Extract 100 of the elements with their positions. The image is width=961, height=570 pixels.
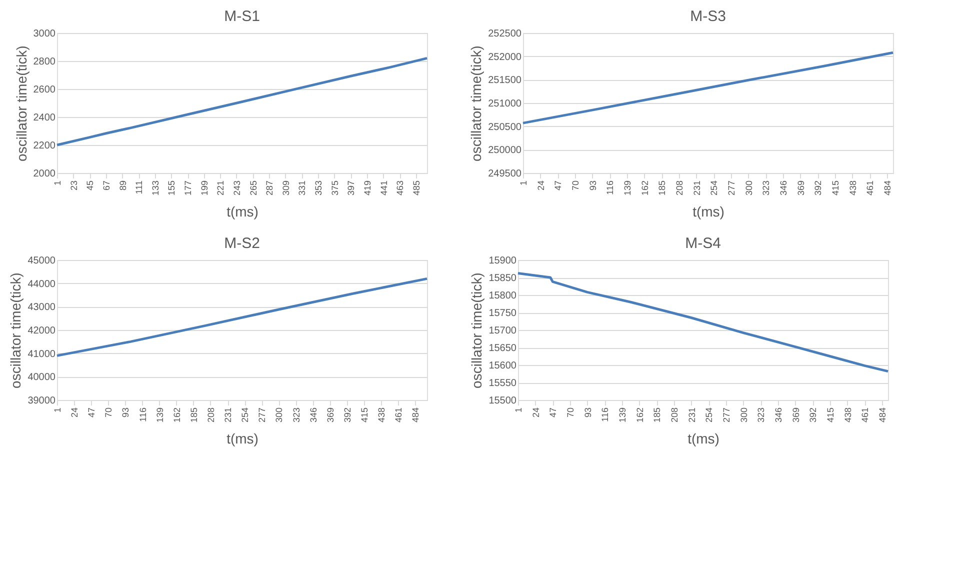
x-tick-label: 484 (877, 408, 888, 423)
x-tick-label: 231 (223, 408, 234, 423)
y-tick-label: 15800 (488, 290, 517, 302)
x-tick-label: 70 (565, 408, 576, 418)
x-tick-label: 300 (274, 408, 284, 423)
line-series (522, 51, 894, 124)
x-tick-label: 331 (297, 180, 308, 196)
x-tick-label: 392 (342, 408, 352, 423)
x-tick-label: 484 (882, 180, 892, 196)
x-tick-label: 438 (376, 408, 387, 423)
y-tick-label: 2400 (33, 112, 56, 124)
x-tick-label: 1 (518, 180, 528, 186)
x-tick-label: 346 (308, 408, 318, 423)
x-tick-label: 116 (138, 408, 148, 422)
x-tick-label: 309 (280, 180, 291, 196)
x-tick-label: 346 (778, 180, 788, 196)
line-series (516, 272, 890, 373)
x-tick-label: 243 (232, 180, 242, 196)
y-axis-title: oscillator time(tick) (468, 272, 485, 388)
x-tick-label: 111 (134, 180, 144, 194)
x-tick-label: 254 (240, 408, 250, 423)
y-tick-label: 42000 (28, 326, 56, 336)
chart-title: M-S2 (224, 235, 260, 252)
x-tick-label: 369 (796, 180, 806, 196)
x-tick-label: 93 (582, 408, 593, 418)
y-tick-label: 15900 (488, 256, 517, 266)
x-tick-label: 221 (216, 180, 226, 196)
x-tick-label: 185 (188, 408, 199, 423)
x-tick-label: 415 (359, 408, 370, 423)
y-tick-label: 2000 (33, 168, 56, 180)
x-tick-label: 139 (154, 408, 165, 423)
x-tick-label: 177 (183, 180, 193, 196)
x-tick-label: 323 (291, 408, 302, 423)
x-tick-label: 300 (738, 408, 749, 423)
chart-title: M-S3 (690, 8, 726, 25)
x-tick-label: 89 (118, 180, 128, 191)
x-tick-label: 461 (394, 408, 404, 423)
x-tick-label: 116 (600, 408, 610, 422)
y-tick-label: 15650 (488, 343, 517, 354)
x-tick-label: 254 (704, 408, 714, 423)
x-tick-label: 485 (411, 180, 422, 196)
y-tick-label: 252000 (488, 52, 522, 63)
x-tick-label: 70 (570, 180, 580, 191)
y-tick-label: 251500 (488, 75, 522, 86)
x-tick-label: 323 (756, 408, 766, 423)
x-tick-label: 185 (657, 180, 668, 196)
y-tick-label: 15700 (488, 326, 517, 336)
x-tick-label: 265 (248, 180, 258, 196)
x-tick-label: 139 (617, 408, 628, 423)
y-tick-label: 252500 (488, 28, 522, 40)
x-tick-label: 287 (264, 180, 275, 196)
x-tick-label: 139 (622, 180, 632, 196)
y-axis-title: oscillator time(tick) (8, 272, 24, 388)
line-series (56, 277, 428, 357)
x-tick-label: 1 (52, 180, 62, 186)
x-tick-label: 47 (553, 180, 564, 191)
y-tick-label: 251000 (488, 98, 522, 110)
x-tick-label: 162 (172, 408, 182, 423)
x-axis-title: t(ms) (688, 430, 720, 447)
x-tick-label: 369 (325, 408, 336, 423)
x-tick-label: 70 (104, 408, 114, 418)
x-tick-label: 463 (395, 180, 406, 196)
x-tick-label: 484 (410, 408, 421, 423)
x-tick-label: 392 (808, 408, 818, 423)
x-tick-label: 231 (692, 180, 702, 196)
x-tick-label: 461 (860, 408, 870, 423)
x-tick-label: 441 (378, 180, 389, 196)
y-tick-label: 15850 (488, 273, 517, 284)
y-tick-label: 249500 (488, 168, 522, 180)
x-tick-label: 346 (773, 408, 784, 423)
x-tick-label: 323 (761, 180, 772, 196)
x-tick-label: 1 (52, 408, 62, 413)
x-tick-label: 162 (640, 180, 650, 196)
x-axis-title: t(ms) (692, 204, 724, 220)
x-tick-label: 415 (825, 408, 836, 423)
x-tick-label: 277 (257, 408, 268, 423)
y-tick-label: 2800 (33, 56, 56, 68)
x-tick-label: 155 (166, 180, 177, 196)
x-axis-title: t(ms) (226, 204, 258, 220)
x-tick-label: 369 (790, 408, 801, 423)
y-tick-label: 15550 (488, 378, 517, 389)
y-tick-label: 45000 (28, 256, 56, 266)
y-axis-title: oscillator time(tick) (468, 46, 484, 162)
x-tick-label: 93 (588, 180, 598, 191)
x-tick-label: 24 (530, 408, 541, 418)
x-tick-label: 1 (514, 408, 524, 413)
chart-title: M-S4 (685, 235, 721, 252)
x-tick-label: 419 (362, 180, 372, 196)
x-tick-label: 397 (346, 180, 356, 196)
x-tick-label: 208 (669, 408, 680, 423)
x-tick-label: 45 (85, 180, 96, 191)
x-tick-label: 24 (70, 408, 80, 418)
x-tick-label: 208 (674, 180, 684, 196)
y-tick-label: 15600 (488, 360, 517, 372)
line-series (56, 56, 428, 146)
x-tick-label: 254 (709, 180, 720, 196)
x-tick-label: 47 (548, 408, 558, 418)
x-tick-label: 277 (721, 408, 732, 423)
x-tick-label: 185 (652, 408, 662, 423)
x-tick-label: 392 (813, 180, 824, 196)
